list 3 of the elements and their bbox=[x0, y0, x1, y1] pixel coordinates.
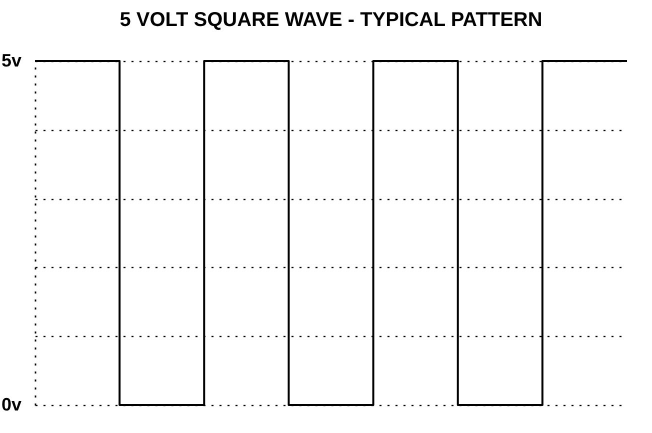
y-tick-label: 5v bbox=[1, 50, 22, 70]
chart-title: 5 VOLT SQUARE WAVE - TYPICAL PATTERN bbox=[120, 9, 542, 31]
y-tick-label: 0v bbox=[1, 394, 22, 414]
